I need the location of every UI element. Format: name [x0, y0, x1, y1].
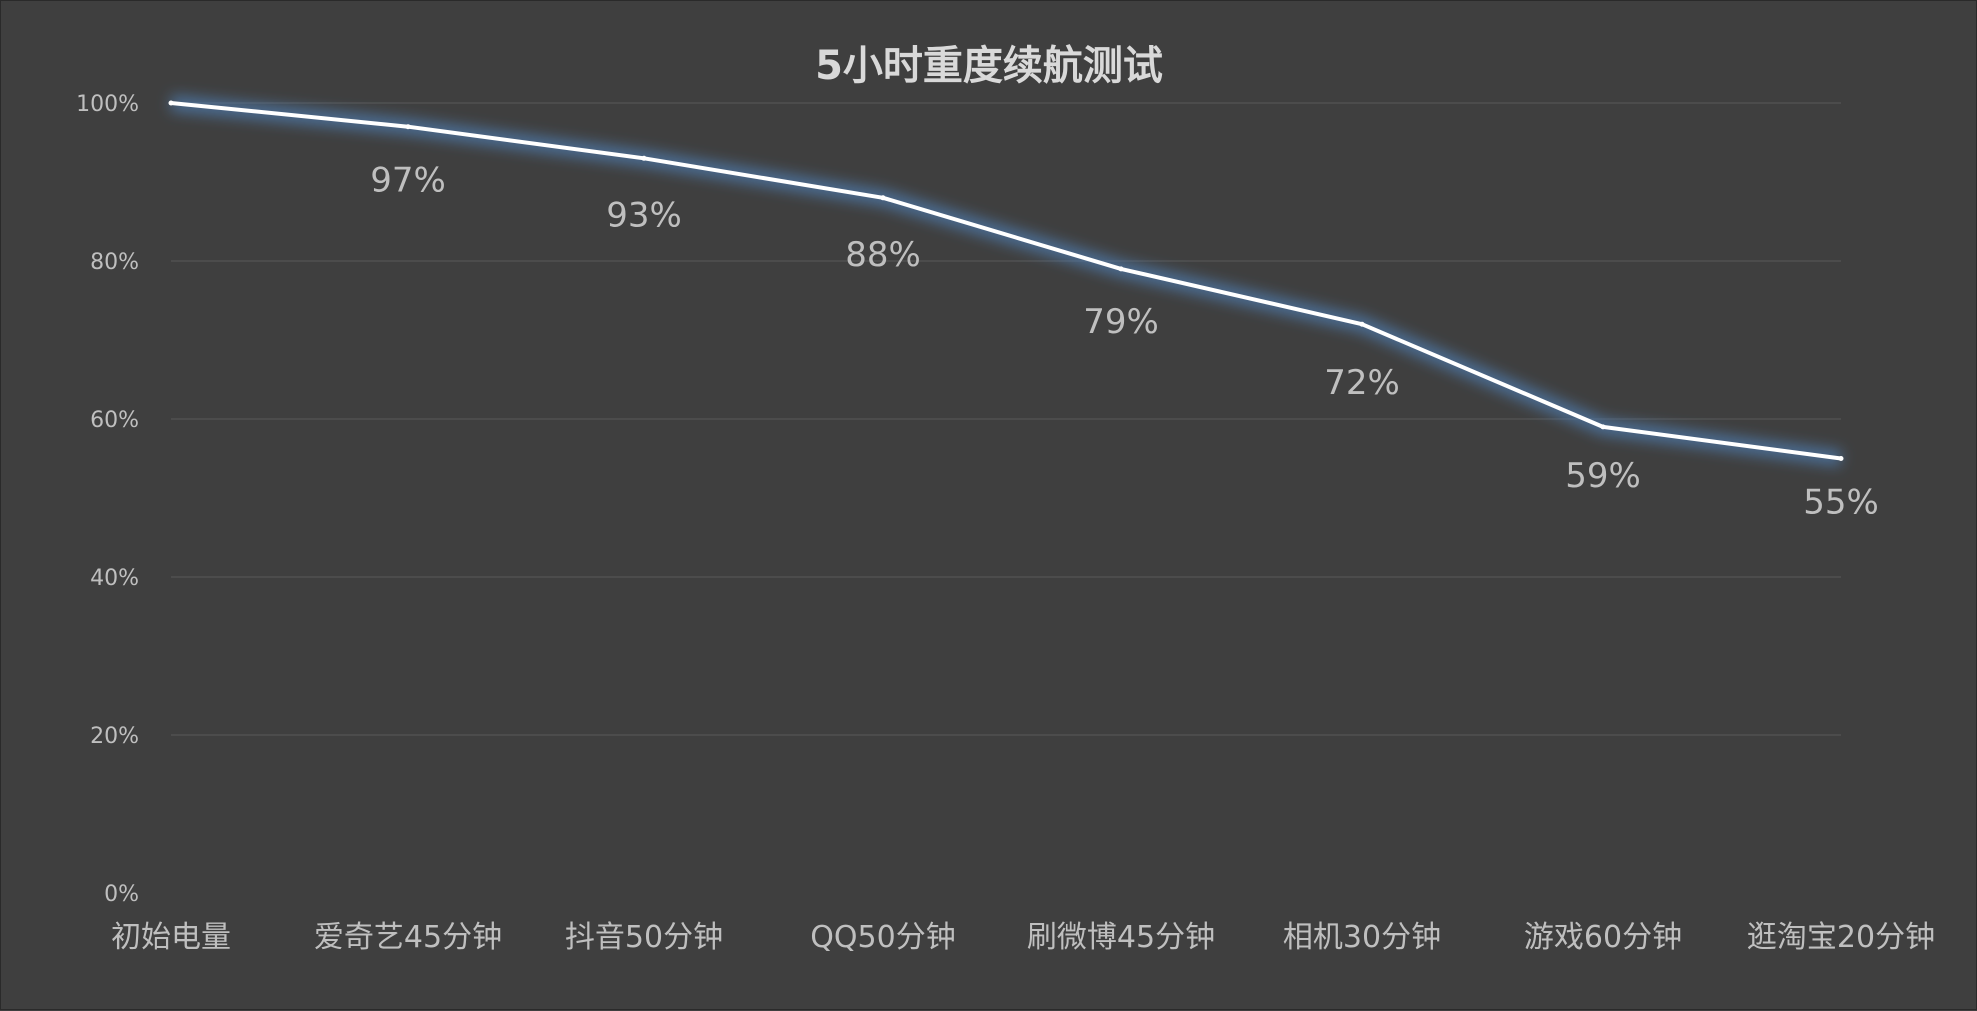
x-tick-label: 抖音50分钟: [565, 920, 723, 955]
x-tick-label: 相机30分钟: [1283, 920, 1441, 955]
y-tick-label: 20%: [90, 724, 139, 749]
series-line-path: [169, 101, 1843, 461]
data-point: [405, 124, 411, 130]
data-label: 59%: [1565, 456, 1641, 496]
series-line: [168, 95, 1844, 467]
y-tick-label: 60%: [90, 408, 139, 433]
chart-title: 5小时重度续航测试: [815, 43, 1163, 89]
y-tick-label: 80%: [90, 250, 139, 275]
data-point: [1600, 424, 1606, 430]
y-axis: 0% 20% 40% 60% 80% 100%: [76, 92, 139, 907]
data-point: [641, 155, 647, 161]
data-label: 97%: [370, 161, 446, 201]
data-label: 79%: [1083, 302, 1159, 342]
data-label: 88%: [845, 235, 921, 275]
data-label: 93%: [606, 195, 682, 235]
x-tick-label: 逛淘宝20分钟: [1747, 920, 1935, 955]
data-labels: 97% 93% 88% 79% 72% 59% 55%: [370, 161, 1879, 523]
x-tick-label: QQ50分钟: [810, 920, 955, 955]
y-tick-label: 100%: [76, 92, 139, 117]
data-point: [1359, 321, 1365, 327]
x-tick-label: 游戏60分钟: [1524, 920, 1682, 955]
y-tick-label: 0%: [104, 882, 139, 907]
series-line-glow: [170, 95, 1843, 467]
data-point: [1838, 456, 1844, 461]
data-label: 55%: [1803, 483, 1879, 523]
y-tick-label: 40%: [90, 566, 139, 591]
data-point: [168, 100, 174, 106]
gridlines: [171, 102, 1841, 736]
x-axis: 初始电量 爱奇艺45分钟 抖音50分钟 QQ50分钟 刷微博45分钟 相机30分钟 游戏60…: [111, 920, 1935, 955]
x-tick-label: 初始电量: [111, 920, 231, 955]
data-point: [1118, 266, 1124, 272]
x-tick-label: 爱奇艺45分钟: [314, 920, 502, 955]
data-point: [880, 195, 886, 201]
data-label: 72%: [1324, 363, 1400, 403]
x-tick-label: 刷微博45分钟: [1027, 920, 1215, 955]
